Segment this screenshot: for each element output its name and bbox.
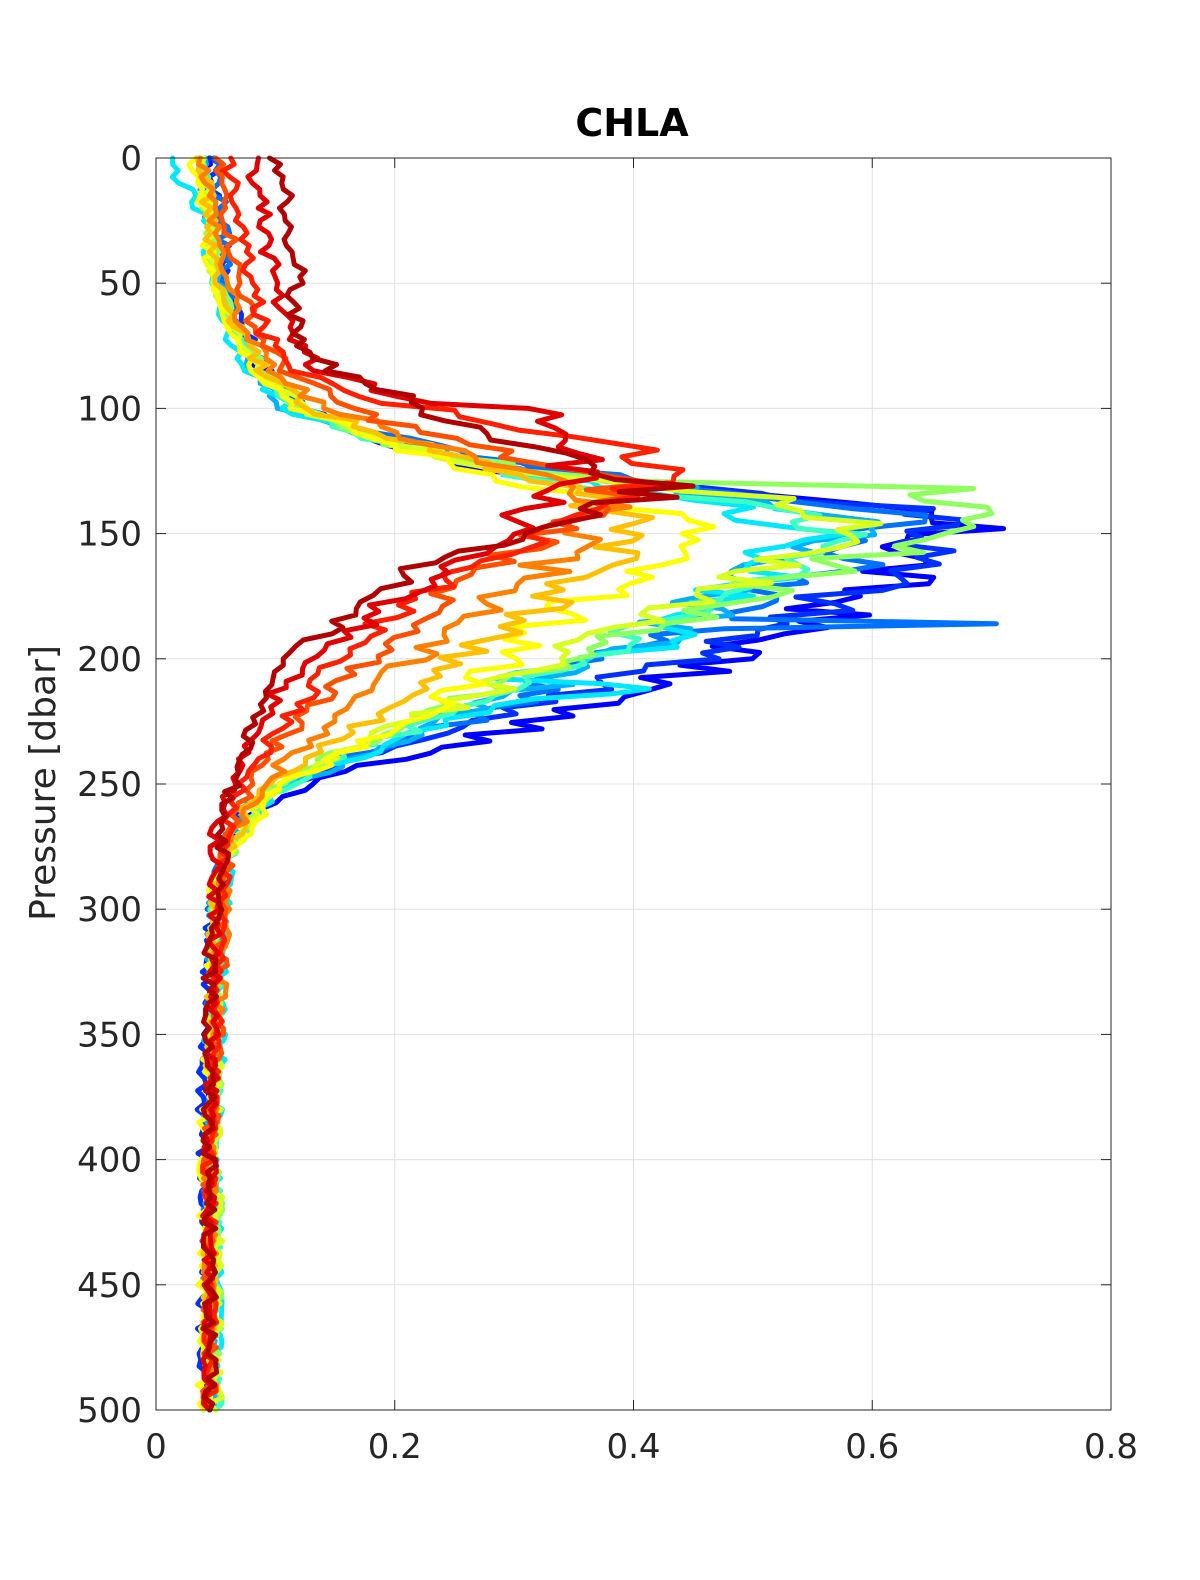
y-tick-label: 250 <box>77 765 142 805</box>
y-tick-label: 150 <box>77 515 142 555</box>
x-tick-label: 0 <box>145 1427 167 1467</box>
profile-line <box>200 155 696 1413</box>
y-tick-label: 0 <box>120 139 142 179</box>
y-tick-label: 100 <box>77 389 142 429</box>
y-tick-label: 300 <box>77 890 142 930</box>
x-tick-label: 0.4 <box>606 1427 660 1467</box>
tick-marks <box>155 157 1112 1411</box>
x-tick-label: 0.2 <box>368 1427 422 1467</box>
chart-title: CHLA <box>575 101 689 145</box>
series-lines <box>169 155 1007 1413</box>
y-tick-label: 50 <box>99 264 142 304</box>
y-axis-label: Pressure [dbar] <box>23 645 64 921</box>
x-tick-label: 0.8 <box>1084 1427 1138 1467</box>
y-tick-label: 500 <box>77 1391 142 1431</box>
y-tick-label: 350 <box>77 1015 142 1055</box>
x-tick-label: 0.6 <box>845 1427 899 1467</box>
y-tick-label: 400 <box>77 1141 142 1181</box>
y-tick-label: 450 <box>77 1266 142 1306</box>
tick-labels: 0 0.2 0.4 0.6 0.8 0 50 100 150 200 250 300 350 400 450… <box>77 139 1138 1467</box>
y-tick-label: 200 <box>77 640 142 680</box>
